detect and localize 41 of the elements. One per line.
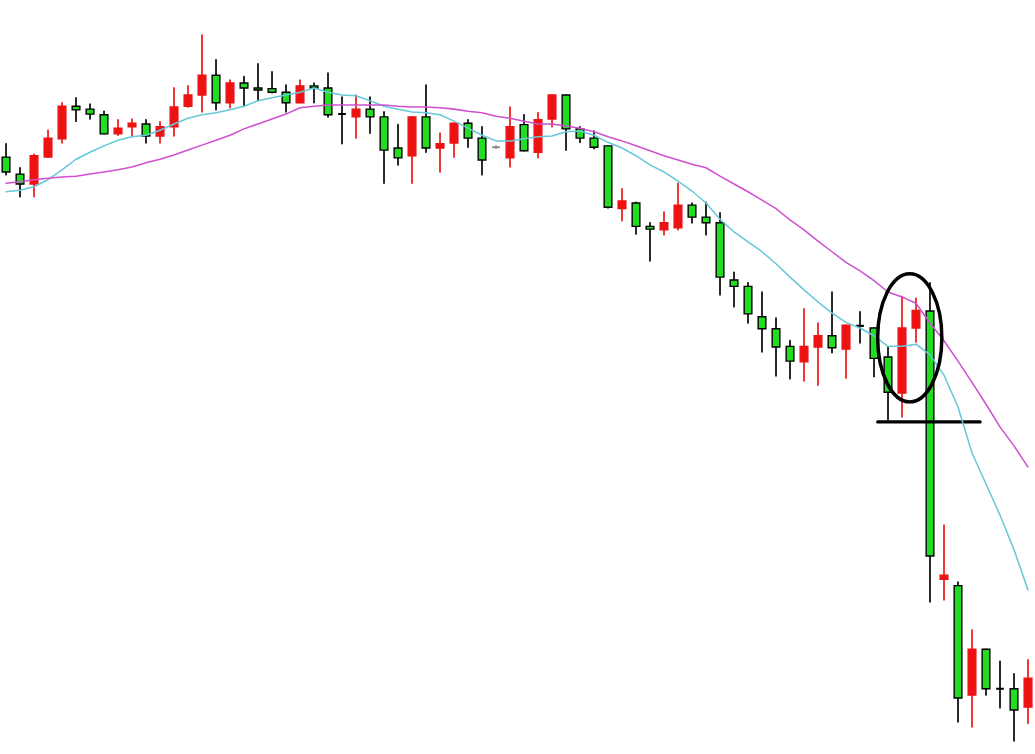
- candlestick: [841, 324, 851, 379]
- candlestick: [547, 94, 557, 128]
- candlestick: [701, 201, 711, 236]
- candlestick: [673, 182, 683, 231]
- candlestick: [183, 84, 193, 108]
- candlestick: [351, 94, 361, 139]
- candlestick: [309, 82, 319, 104]
- candlestick: [729, 271, 739, 308]
- candlestick: [281, 84, 291, 113]
- candlestick: [127, 118, 137, 137]
- candlestick: [267, 70, 277, 94]
- candlestick: [43, 129, 53, 158]
- candlestick: [785, 339, 795, 380]
- candlestick: [687, 202, 697, 224]
- candlestick: [463, 118, 473, 149]
- candlestick: [813, 322, 823, 387]
- candlestick: [631, 201, 641, 235]
- candlestick: [645, 221, 655, 262]
- candlestick: [1, 142, 11, 176]
- candlestick: [365, 96, 375, 134]
- candlestick: [169, 87, 179, 137]
- candlestick: [449, 122, 459, 158]
- candlestick: [225, 79, 235, 109]
- candlestick: [771, 317, 781, 377]
- candlestick: [253, 63, 263, 102]
- candlestick: [659, 211, 669, 236]
- candlestick: [799, 308, 809, 382]
- candlestick: [827, 291, 837, 354]
- candlestick: [435, 132, 445, 173]
- candlestick: [239, 75, 249, 108]
- candlestick: [911, 297, 921, 343]
- candlestick: [197, 34, 207, 113]
- candlestick: [71, 96, 81, 122]
- candlestick: [393, 123, 403, 166]
- candlestick: [617, 188, 627, 222]
- candlestick: [15, 166, 25, 198]
- candlestick: [757, 291, 767, 353]
- candlestick: [1009, 673, 1019, 742]
- candlestick: [939, 524, 949, 601]
- candlestick: [99, 110, 109, 135]
- candlestick: [477, 125, 487, 176]
